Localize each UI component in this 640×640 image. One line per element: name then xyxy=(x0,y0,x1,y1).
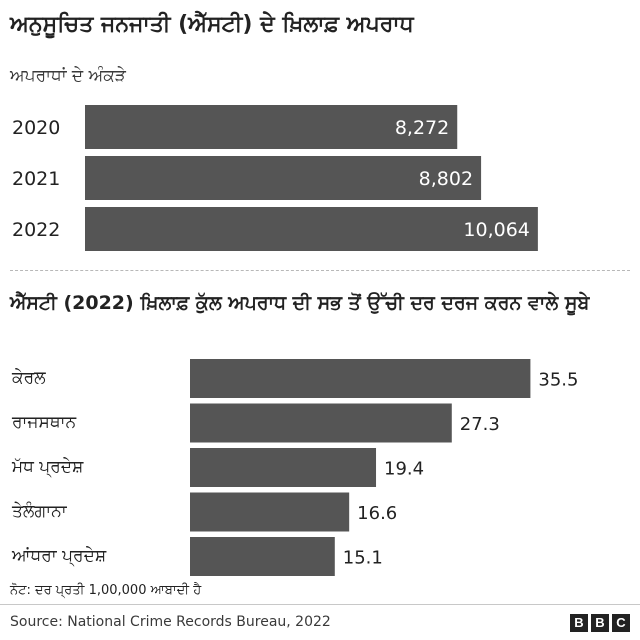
state-value-label: 35.5 xyxy=(538,370,578,391)
yearly-crimes-bar-chart: 2020 8,272 2021 8,802 2022 10,064 xyxy=(12,105,538,251)
state-bar xyxy=(190,403,452,443)
state-label: ਆਂਧਰਾ ਪ੍ਰਦੇਸ਼ xyxy=(11,546,107,567)
year-label: 2020 xyxy=(12,117,60,139)
section-divider xyxy=(10,270,630,271)
footer-divider xyxy=(0,604,640,605)
year-bar xyxy=(85,105,458,149)
state-rate-bar-chart: ਕੇਰਲ 35.5 ਰਾਜਸਥਾਨ 27.3 ਮੱਧ ਪ੍ਰਦੇਸ਼ 19.4 ਤੇਲੰਗਾ… xyxy=(11,359,578,576)
state-label: ਕੇਰਲ xyxy=(11,368,46,388)
state-label: ਮੱਧ ਪ੍ਰਦੇਸ਼ xyxy=(11,457,84,478)
states-chart-title: ਐੱਸਟੀ (2022) ਖ਼ਿਲਾਫ਼ ਕੁੱਲ ਅਪਰਾਧ ਦੀ ਸਭ ਤੋ… xyxy=(10,292,590,314)
rate-note: ਨੋਟ: ਦਰ ਪ੍ਰਤੀ 1,00,000 ਆਬਾਦੀ ਹੈ xyxy=(10,583,202,598)
year-value-label: 10,064 xyxy=(463,219,529,241)
state-value-label: 27.3 xyxy=(460,414,500,435)
bbc-logo-letter: C xyxy=(612,614,630,632)
bbc-logo-letter: B xyxy=(591,614,609,632)
bbc-logo: B B C xyxy=(570,614,630,632)
year-value-label: 8,802 xyxy=(419,168,473,190)
state-value-label: 15.1 xyxy=(343,548,383,569)
state-bar xyxy=(190,492,350,532)
year-value-label: 8,272 xyxy=(395,117,449,139)
state-label: ਤੇਲੰਗਾਨਾ xyxy=(11,502,68,522)
year-label: 2021 xyxy=(12,168,60,190)
state-value-label: 16.6 xyxy=(357,503,397,524)
year-bar xyxy=(85,207,538,251)
state-value-label: 19.4 xyxy=(384,459,424,480)
state-bar xyxy=(190,448,377,487)
year-bar xyxy=(85,156,482,200)
source-text: Source: National Crime Records Bureau, 2… xyxy=(10,614,331,630)
state-bar xyxy=(190,359,531,398)
chart-title: ਅਨੁਸੂਚਿਤ ਜਨਜਾਤੀ (ਐੱਸਟੀ) ਦੇ ਖ਼ਿਲਾਫ਼ ਅਪਰਾਧ xyxy=(10,12,414,37)
state-bar xyxy=(190,537,335,576)
chart-subtitle: ਅਪਰਾਧਾਂ ਦੇ ਅੰਕੜੇ xyxy=(10,66,126,86)
bbc-logo-letter: B xyxy=(570,614,588,632)
state-label: ਰਾਜਸਥਾਨ xyxy=(11,413,76,433)
year-label: 2022 xyxy=(12,219,60,241)
